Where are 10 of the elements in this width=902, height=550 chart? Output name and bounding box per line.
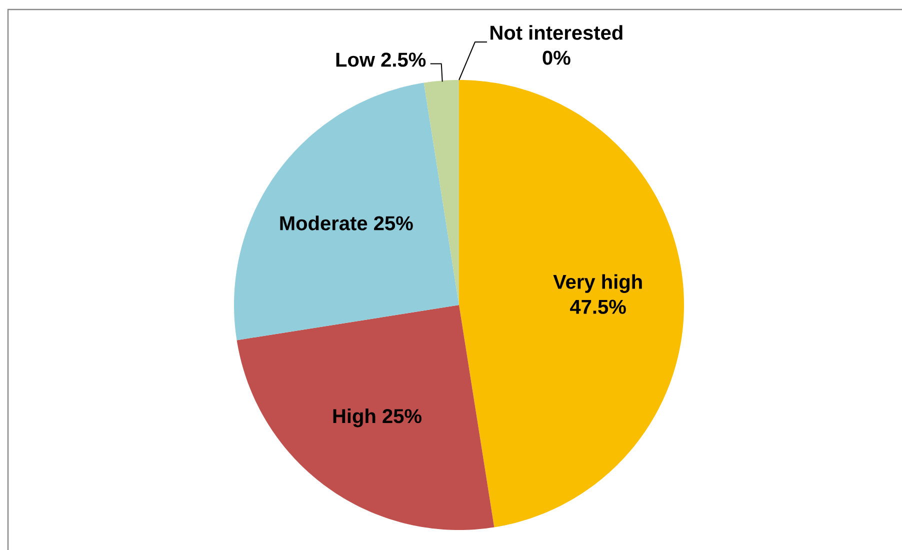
slice-label: Very high [553, 274, 642, 293]
data-label: 25% [382, 409, 422, 424]
slice-label: Moderate [280, 216, 368, 230]
slice-label: High [333, 408, 376, 428]
slice-label: Low [336, 52, 376, 67]
data-label: 25% [374, 216, 413, 230]
data-label: 47.5% [570, 300, 626, 314]
data-label: 2.5% [381, 52, 426, 67]
text: 0% [542, 50, 570, 65]
category-label: Not interested [490, 25, 622, 40]
